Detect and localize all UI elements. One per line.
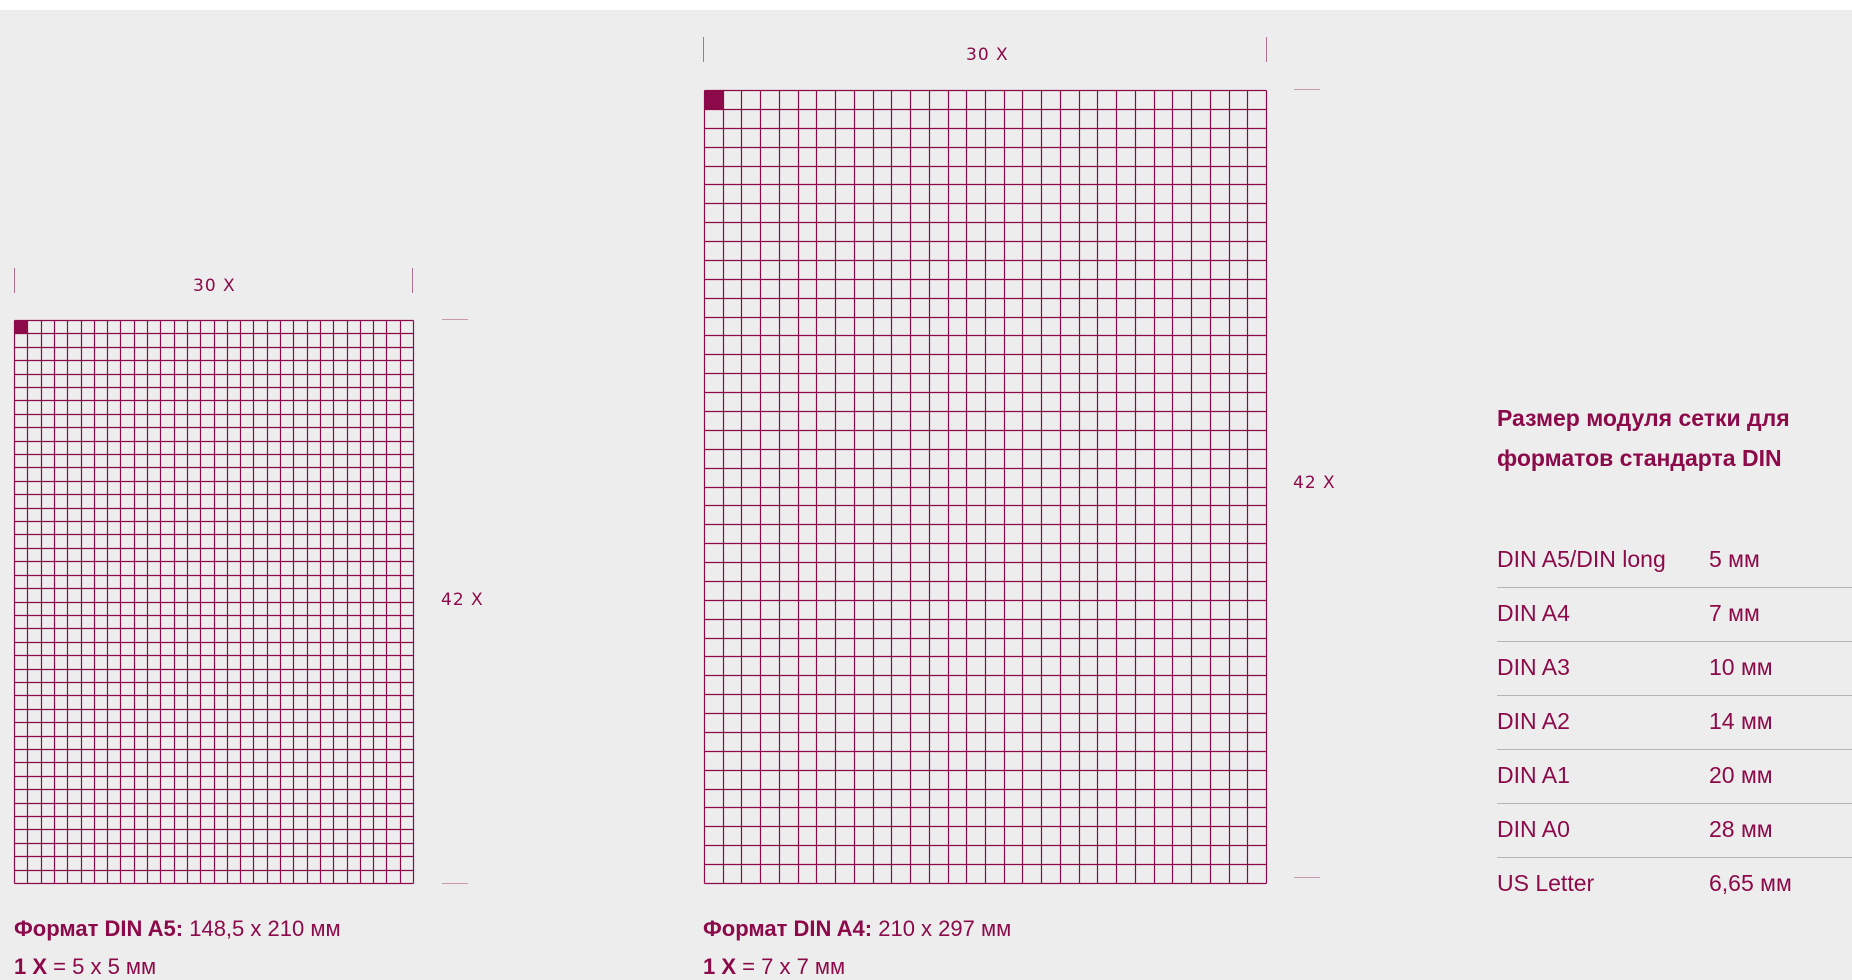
format-name: DIN A1 (1497, 762, 1570, 788)
module-cell-highlight (14, 320, 28, 334)
module-grid (13, 319, 415, 885)
top-strip (0, 0, 1852, 10)
format-name: DIN A2 (1497, 708, 1570, 734)
format-caption: Формат DIN A4: 210 x 297 мм (703, 916, 1011, 942)
format-size: 148,5 x 210 мм (183, 916, 341, 941)
height-label: 42 X (1293, 473, 1336, 493)
format-name: DIN A4 (1497, 600, 1570, 626)
module-cell-highlight (704, 90, 724, 110)
table-row: DIN A5/DIN long 5 мм (1497, 534, 1852, 588)
width-label: 30 X (193, 276, 236, 296)
format-title: Формат DIN A5: (14, 916, 184, 941)
title-line-1: Размер модуля сетки для (1497, 405, 1790, 431)
format-caption: Формат DIN A5: 148,5 x 210 мм (14, 916, 341, 942)
title-line-2: форматов стандарта DIN (1497, 445, 1782, 471)
module-size: 7 мм (1709, 600, 1760, 626)
width-tick-right (1266, 37, 1267, 62)
module-size: 20 мм (1709, 762, 1773, 788)
height-tick-bottom (1294, 877, 1320, 878)
format-name: DIN A0 (1497, 816, 1570, 842)
module-size: 5 мм (1709, 546, 1760, 572)
module-size: 10 мм (1709, 654, 1773, 680)
module-value: = 7 x 7 мм (736, 954, 846, 979)
width-tick-right (412, 268, 413, 293)
module-size: 6,65 мм (1709, 870, 1792, 896)
table-row: DIN A2 14 мм (1497, 696, 1852, 750)
module-value: = 5 x 5 мм (47, 954, 157, 979)
height-tick-top (442, 319, 468, 320)
module-caption: 1 X = 5 x 5 мм (14, 954, 156, 980)
table-row: DIN A0 28 мм (1497, 804, 1852, 858)
format-name: DIN A3 (1497, 654, 1570, 680)
module-size-table: DIN A5/DIN long 5 мм DIN A4 7 мм DIN A3 … (1497, 534, 1852, 911)
module-caption: 1 X = 7 x 7 мм (703, 954, 845, 980)
table-row: US Letter 6,65 мм (1497, 858, 1852, 911)
table-row: DIN A1 20 мм (1497, 750, 1852, 804)
format-size: 210 x 297 мм (872, 916, 1012, 941)
format-name: US Letter (1497, 870, 1595, 896)
height-label: 42 X (441, 590, 484, 610)
grid-module-title: Размер модуля сетки для форматов стандар… (1497, 398, 1827, 478)
module-grid (703, 89, 1268, 885)
format-name: DIN A5/DIN long (1497, 546, 1666, 572)
width-label: 30 X (966, 45, 1009, 65)
height-tick-top (1294, 89, 1320, 90)
width-tick-left (14, 268, 15, 293)
table-row: DIN A3 10 мм (1497, 642, 1852, 696)
table-row: DIN A4 7 мм (1497, 588, 1852, 642)
width-tick-left (703, 37, 704, 62)
format-title: Формат DIN A4: (703, 916, 873, 941)
module-size: 14 мм (1709, 708, 1773, 734)
module-size: 28 мм (1709, 816, 1773, 842)
module-label: 1 X (703, 954, 737, 979)
height-tick-bottom (442, 883, 468, 884)
module-label: 1 X (14, 954, 48, 979)
